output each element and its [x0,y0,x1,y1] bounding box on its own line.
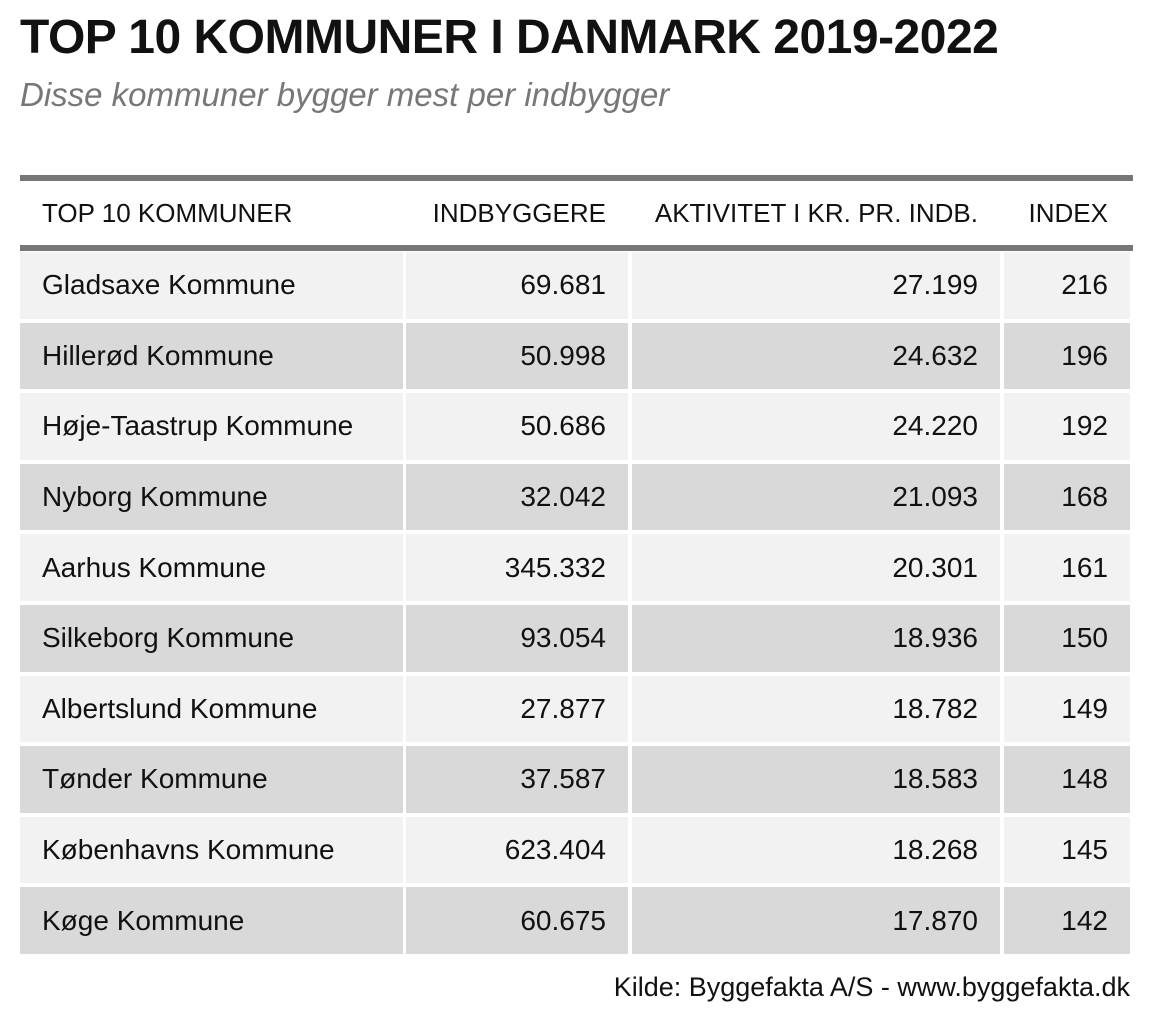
table-cell: 148 [1004,746,1130,813]
title: TOP 10 KOMMUNER I DANMARK 2019-2022 [20,11,999,64]
table-cell: Københavns Kommune [20,816,403,884]
table-cell: 149 [1004,675,1130,743]
table-cell: Høje-Taastrup Kommune [20,393,403,460]
table-cell: 32.042 [406,463,628,531]
table-cell: 623.404 [406,816,628,884]
subtitle: Disse kommuner bygger mest per indbygger [20,76,670,113]
table-cell: 18.936 [632,605,1000,672]
table-cell: 345.332 [406,534,628,601]
table-cell: 216 [1004,252,1130,319]
table-cell: 192 [1004,393,1130,460]
table-cell: 21.093 [632,463,1000,531]
column-header: INDBYGGERE [432,197,606,228]
table-cell: 18.583 [632,746,1000,813]
table-cell: 69.681 [406,252,628,319]
table-cell: Hillerød Kommune [20,322,403,390]
column-header: AKTIVITET I KR. PR. INDB. [654,197,978,228]
table-cell: 24.632 [632,322,1000,390]
table-cell: 18.782 [632,675,1000,743]
table-cell: 50.998 [406,322,628,390]
source: Kilde: Byggefakta A/S - www.byggefakta.d… [613,972,1130,1002]
table-cell: Tønder Kommune [20,746,403,813]
table-cell: 161 [1004,534,1130,601]
table-cell: 18.268 [632,816,1000,884]
table-cell: 17.870 [632,887,1000,954]
table-cell: 24.220 [632,393,1000,460]
table-cell: 196 [1004,322,1130,390]
table-cell: 27.199 [632,252,1000,319]
table-cell: 50.686 [406,393,628,460]
table-cell: Nyborg Kommune [20,463,403,531]
table-cell: Silkeborg Kommune [20,605,403,672]
top-rule [20,175,1133,181]
table-cell: 168 [1004,463,1130,531]
table-cell: 37.587 [406,746,628,813]
column-header: INDEX [1028,197,1108,228]
table-cell: Gladsaxe Kommune [20,252,403,319]
column-header: TOP 10 KOMMUNER [42,197,293,228]
table-cell: 60.675 [406,887,628,954]
header-rule [20,245,1133,251]
table-cell: 150 [1004,605,1130,672]
table-cell: Køge Kommune [20,887,403,954]
table-cell: 93.054 [406,605,628,672]
table-cell: 142 [1004,887,1130,954]
table-cell: 20.301 [632,534,1000,601]
table-cell: Albertslund Kommune [20,675,403,743]
table-cell: 145 [1004,816,1130,884]
table-cell: 27.877 [406,675,628,743]
table-cell: Aarhus Kommune [20,534,403,601]
